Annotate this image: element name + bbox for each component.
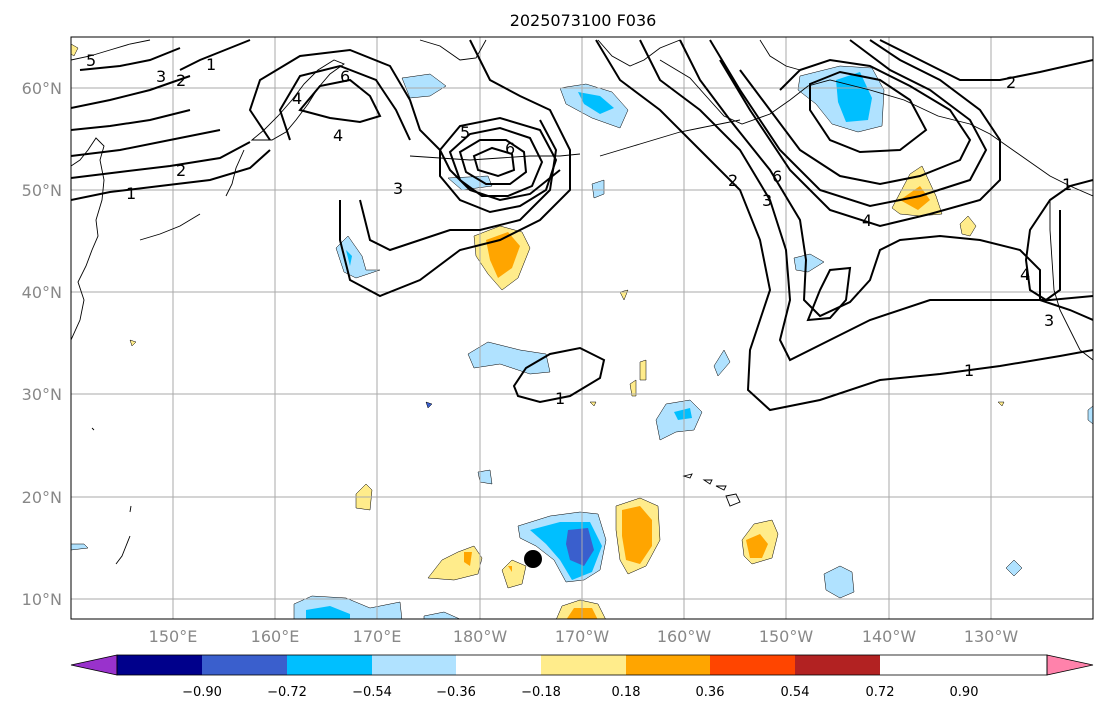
lon-tick-label: 170°W (555, 627, 610, 646)
colorbar-segment (710, 655, 795, 675)
contour-label: 1 (555, 389, 565, 408)
lon-tick-label: 160°W (657, 627, 712, 646)
colorbar-right-triangle (1046, 654, 1094, 676)
contour-label: 6 (340, 67, 350, 86)
lon-tick-label: 170°E (353, 627, 402, 646)
contour-label: 6 (772, 167, 782, 186)
contour-labels: 1 2 3 4 5 6 1 2 3 4 5 6 1 2 3 4 6 1 3 4 … (86, 51, 1072, 408)
lon-tick-label: 150°E (149, 627, 198, 646)
colorbar-segment (541, 655, 626, 675)
storm-marker (524, 550, 542, 568)
colorbar-label: 0.72 (866, 685, 895, 700)
lat-tick-labels: 10°N 20°N 30°N 40°N 50°N 60°N (22, 79, 62, 609)
colorbar-label: 0.18 (612, 685, 641, 700)
lat-tick-label: 30°N (22, 385, 62, 404)
lat-tick-label: 10°N (22, 590, 62, 609)
lon-tick-label: 140°W (862, 627, 917, 646)
colorbar-segment (117, 655, 202, 675)
contour-label: 2 (176, 161, 186, 180)
lat-tick-label: 20°N (22, 488, 62, 507)
contour-label: 3 (762, 191, 772, 210)
colorbar-label: −0.18 (521, 685, 561, 700)
colorbar-label: −0.54 (352, 685, 392, 700)
colorbar-segment (202, 655, 287, 675)
shaded-areas (71, 43, 1093, 619)
contour-label: 5 (86, 51, 96, 70)
contour-label: 4 (333, 126, 343, 145)
map-title: 2025073100 F036 (510, 11, 657, 30)
contour-label: 2 (176, 71, 186, 90)
contour-label: 1 (126, 184, 136, 203)
colorbar-label: −0.90 (182, 685, 222, 700)
contour-label: 6 (505, 139, 515, 158)
colorbar-label: 0.36 (696, 685, 725, 700)
colorbar-segment (372, 655, 456, 675)
colorbar-label: 0.90 (950, 685, 979, 700)
contour-label: 3 (1044, 311, 1054, 330)
colorbar-label: −0.72 (267, 685, 307, 700)
lat-tick-label: 40°N (22, 283, 62, 302)
lon-tick-label: 180°W (453, 627, 508, 646)
contour-label: 3 (156, 67, 166, 86)
colorbar-label: 0.54 (781, 685, 810, 700)
colorbar-segment (626, 655, 710, 675)
colorbar-label: −0.36 (436, 685, 476, 700)
colorbar-segment (456, 655, 541, 675)
graticule (71, 37, 1093, 619)
contour-label: 1 (1062, 175, 1072, 194)
contour-label: 3 (393, 179, 403, 198)
contour-label: 1 (206, 55, 216, 74)
lat-tick-label: 60°N (22, 79, 62, 98)
lon-tick-label: 150°W (759, 627, 814, 646)
contour-label: 1 (964, 361, 974, 380)
colorbar: −0.90 −0.72 −0.54 −0.36 −0.18 0.18 0.36 … (70, 654, 1094, 700)
lon-tick-label: 130°W (964, 627, 1019, 646)
contour-lines (71, 39, 1093, 412)
contour-label: 4 (1020, 265, 1030, 284)
plot-frame (70, 36, 1094, 620)
colorbar-segment (795, 655, 880, 675)
contour-label: 4 (862, 211, 872, 230)
contour-label: 4 (292, 89, 302, 108)
lat-tick-label: 50°N (22, 181, 62, 200)
contour-label: 2 (1006, 73, 1016, 92)
colorbar-left-triangle (70, 654, 118, 676)
contour-label: 5 (460, 123, 470, 142)
colorbar-segment (287, 655, 372, 675)
lon-tick-label: 160°E (251, 627, 300, 646)
contour-label: 2 (728, 171, 738, 190)
colorbar-frame (116, 654, 1048, 676)
lon-tick-labels: 150°E 160°E 170°E 180°W 170°W 160°W 150°… (149, 627, 1019, 646)
